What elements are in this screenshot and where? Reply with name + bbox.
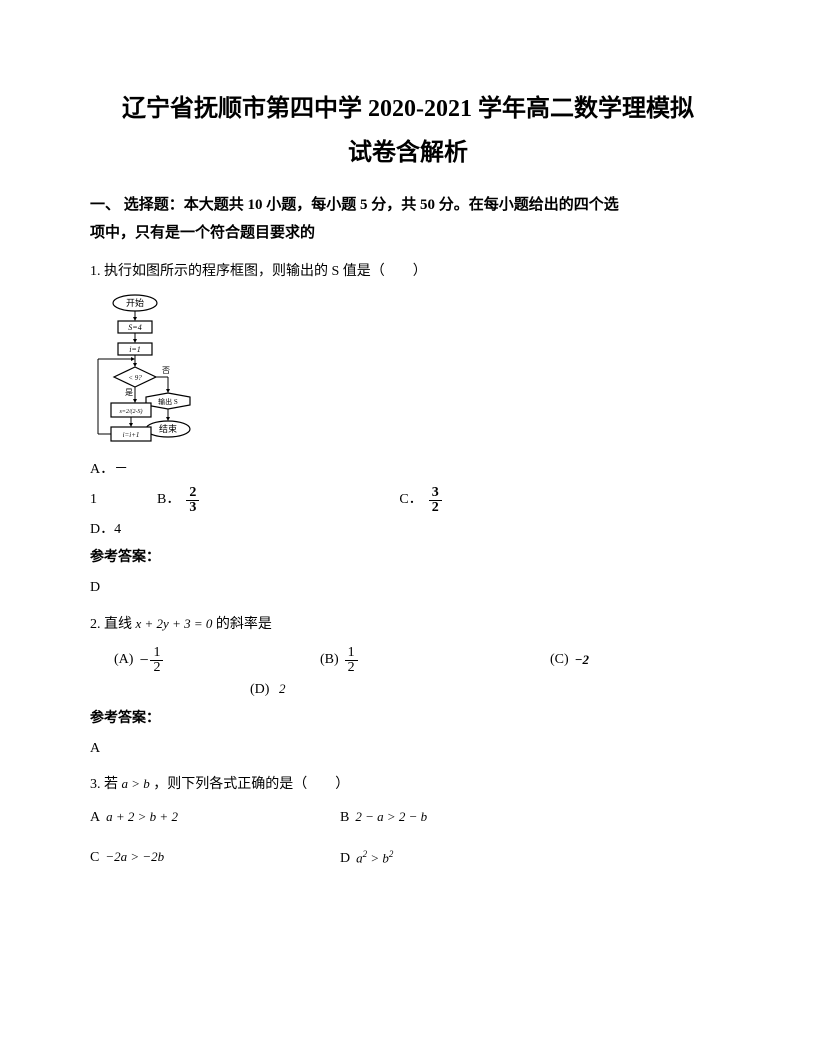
q1-b-num: 2: [186, 486, 199, 501]
q1-answer-label: 参考答案：: [90, 547, 726, 569]
q1-c-num: 3: [429, 486, 442, 501]
q1-option-c-label: C．: [399, 489, 422, 511]
q3-c-expr: −2a > −2b: [105, 847, 164, 868]
section1-header-line2: 项中，只有是一个符合题目要求的: [90, 221, 726, 245]
q2-answer: A: [90, 738, 726, 760]
q2-a-den: 2: [150, 661, 163, 675]
q2-b-fraction: 1 2: [345, 646, 358, 675]
q2-b-den: 2: [345, 661, 358, 675]
svg-text:开始: 开始: [126, 297, 144, 308]
q1-b-den: 3: [186, 501, 199, 515]
section1-header-line1: 一、 选择题：本大题共 10 小题，每小题 5 分，共 50 分。在每小题给出的…: [90, 193, 726, 217]
q3-b-expr: 2 − a > 2 − b: [355, 807, 427, 828]
q3-option-b: B 2 − a > 2 − b: [340, 807, 427, 829]
title-line1: 辽宁省抚顺市第四中学 2020-2021 学年高二数学理模拟: [90, 90, 726, 128]
q2-options-row2: (D) 2: [250, 679, 726, 701]
q1-option-d: D．4: [90, 519, 726, 541]
q2-option-b: (B) 1 2: [320, 646, 550, 675]
svg-text:是: 是: [125, 388, 133, 397]
svg-text:S=4: S=4: [128, 323, 141, 332]
q2-d-label: (D): [250, 682, 269, 697]
q3-a-label: A: [90, 807, 100, 829]
q2-a-neg: −: [139, 648, 148, 674]
svg-text:s=2/(2-S): s=2/(2-S): [119, 408, 142, 415]
q3-suffix: ，则下列各式正确的是（ ）: [153, 777, 349, 792]
q2-suffix: 的斜率是: [216, 617, 272, 632]
q3-option-a: A a + 2 > b + 2: [90, 807, 340, 829]
q2-prefix: 2. 直线: [90, 617, 132, 632]
q1-text: 1. 执行如图所示的程序框图，则输出的 S 值是（ ）: [90, 261, 726, 283]
q2-option-a: (A) − 1 2: [90, 646, 320, 675]
svg-text:结束: 结束: [159, 423, 177, 434]
q3-c-label: C: [90, 847, 99, 869]
q2-a-label: (A): [114, 649, 133, 671]
title-line2: 试卷含解析: [90, 134, 726, 172]
svg-text:否: 否: [162, 366, 170, 375]
q3-a-expr: a + 2 > b + 2: [106, 807, 178, 828]
q3-options-row2: C −2a > −2b D a2 > b2: [90, 847, 726, 871]
q3-d-mid: >: [367, 850, 382, 865]
q3-d-expr: a2 > b2: [356, 847, 393, 869]
q2-options-row1: (A) − 1 2 (B) 1 2 (C) −2: [90, 646, 726, 675]
q2-option-c: (C) −2: [550, 649, 589, 671]
q2-expr: x + 2y + 3 = 0: [136, 616, 213, 631]
q2-c-label: (C): [550, 649, 569, 671]
q2-a-num: 1: [150, 646, 163, 661]
q3-options-row1: A a + 2 > b + 2 B 2 − a > 2 − b: [90, 807, 726, 829]
q3-expr: a > b: [122, 776, 150, 791]
q1-option-a-prefix: A．－: [90, 459, 726, 481]
q2-text: 2. 直线 x + 2y + 3 = 0 的斜率是: [90, 614, 726, 636]
q2-c-val: −2: [575, 650, 589, 671]
q3-prefix: 3. 若: [90, 777, 118, 792]
q1-option-b-label: B．: [157, 489, 180, 511]
svg-text:< 9?: < 9?: [128, 374, 142, 382]
q1-option-c-fraction: 3 2: [429, 486, 442, 515]
q1-options-row2: 1 B． 2 3 C． 3 2: [90, 486, 726, 515]
q1-row2-1: 1: [90, 489, 97, 511]
q3-d-label: D: [340, 848, 350, 870]
q3-d-sup2: 2: [389, 849, 394, 859]
svg-text:输出 S: 输出 S: [158, 397, 178, 406]
q1-c-den: 2: [429, 501, 442, 515]
q2-a-fraction: 1 2: [150, 646, 163, 675]
q1-answer: D: [90, 577, 726, 599]
q2-b-num: 1: [345, 646, 358, 661]
q3-b-label: B: [340, 807, 349, 829]
q3-option-d: D a2 > b2: [340, 847, 393, 871]
q1-flowchart: 开始 S=4 i=1 < 9? 否 输出 S 结束 是 s=2/(2-S) i=…: [90, 293, 205, 453]
q2-answer-label: 参考答案：: [90, 708, 726, 730]
q2-b-label: (B): [320, 649, 339, 671]
q3-text: 3. 若 a > b ，则下列各式正确的是（ ）: [90, 774, 726, 796]
q3-option-c: C −2a > −2b: [90, 847, 340, 871]
q2-d-val: 2: [279, 681, 286, 696]
q1-option-b-fraction: 2 3: [186, 486, 199, 515]
svg-text:i=i+1: i=i+1: [123, 431, 140, 439]
svg-text:i=1: i=1: [129, 345, 141, 354]
